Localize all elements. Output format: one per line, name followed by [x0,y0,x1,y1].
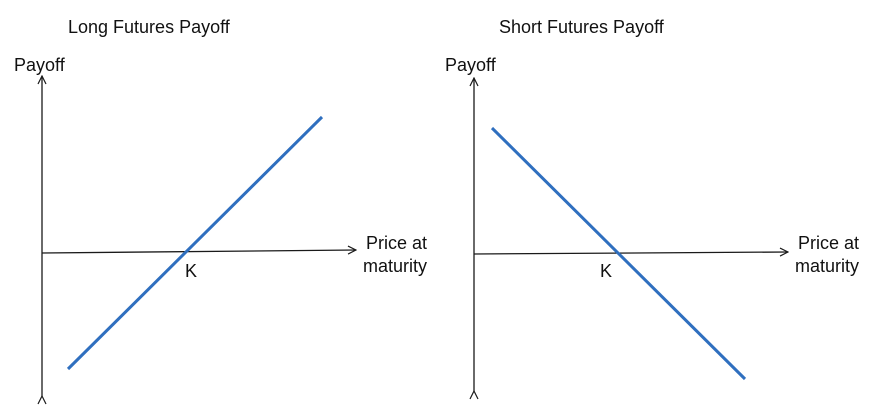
long-x-axis-label-line1: Price at [366,233,427,253]
short-y-axis-label: Payoff [445,55,497,75]
long-diagram-title: Long Futures Payoff [68,17,231,37]
long-x-axis [41,250,356,253]
long-futures-diagram: Long Futures Payoff Payoff Price at matu… [14,17,427,396]
short-x-axis [473,252,788,254]
short-x-axis-label-line1: Price at [798,233,859,253]
short-strike-label: K [600,261,612,281]
long-x-axis-label-line2: maturity [363,256,427,276]
long-y-axis-label: Payoff [14,55,66,75]
short-diagram-title: Short Futures Payoff [499,17,665,37]
long-payoff-line [66,115,324,371]
short-futures-diagram: Short Futures Payoff Payoff Price at mat… [445,17,859,391]
long-strike-label: K [185,261,197,281]
short-payoff-line [490,126,747,381]
short-x-axis-label-line2: maturity [795,256,859,276]
